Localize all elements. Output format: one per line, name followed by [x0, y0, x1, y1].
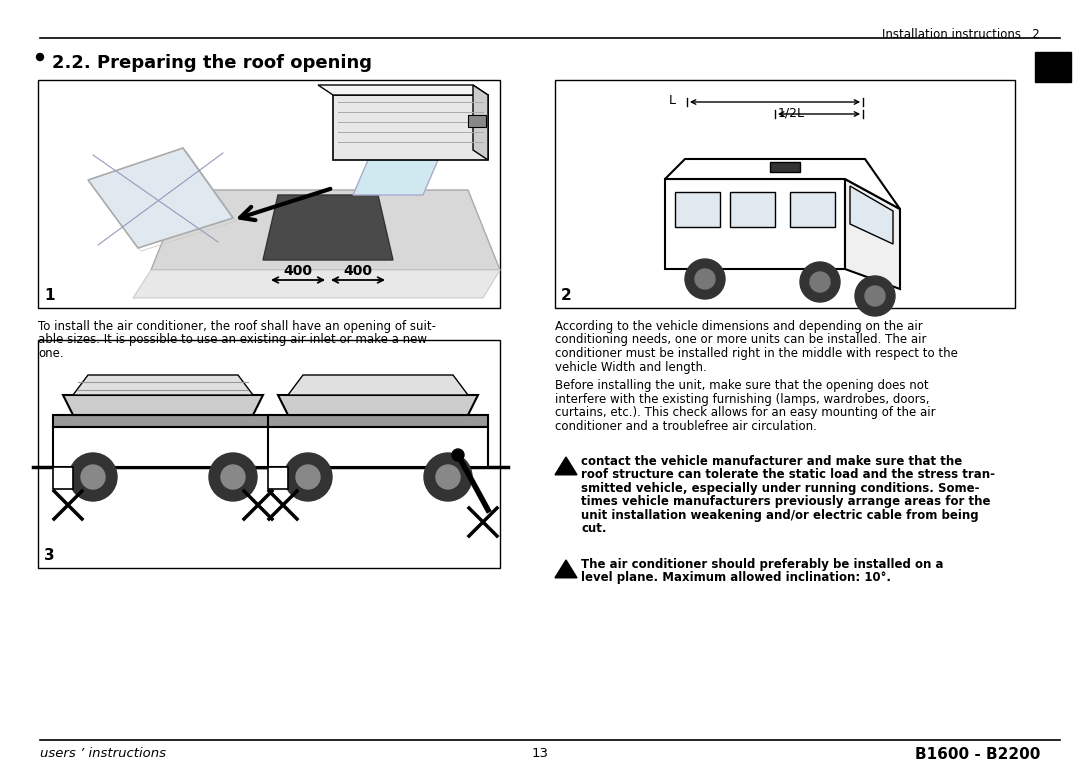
Text: The air conditioner should preferably be installed on a: The air conditioner should preferably be… [581, 558, 944, 571]
Text: conditioner and a troublefree air circulation.: conditioner and a troublefree air circul… [555, 419, 816, 432]
Polygon shape [288, 375, 468, 395]
Polygon shape [770, 162, 800, 172]
Text: According to the vehicle dimensions and depending on the air: According to the vehicle dimensions and … [555, 320, 922, 333]
Polygon shape [555, 560, 577, 578]
Circle shape [37, 53, 43, 60]
Circle shape [81, 465, 105, 489]
Circle shape [424, 453, 472, 501]
Polygon shape [318, 85, 488, 95]
Polygon shape [73, 375, 253, 395]
Bar [555, 80, 1015, 308]
Polygon shape [665, 179, 845, 269]
Text: Installation instructions   2: Installation instructions 2 [882, 28, 1040, 41]
Text: B1600 - B2200: B1600 - B2200 [915, 747, 1040, 762]
Text: users ’ instructions: users ’ instructions [40, 747, 166, 760]
Circle shape [685, 259, 725, 299]
Text: interfere with the existing furnishing (lamps, wardrobes, doors,: interfere with the existing furnishing (… [555, 393, 930, 406]
Bar [38, 340, 500, 568]
Circle shape [865, 286, 885, 306]
Circle shape [800, 262, 840, 302]
Polygon shape [665, 159, 900, 209]
Text: curtains, etc.). This check allows for an easy mounting of the air: curtains, etc.). This check allows for a… [555, 406, 935, 419]
Circle shape [296, 465, 320, 489]
Polygon shape [264, 195, 393, 260]
Text: unit installation weakening and/or electric cable from being: unit installation weakening and/or elect… [581, 509, 978, 522]
Polygon shape [473, 85, 488, 160]
Bar [675, 192, 720, 227]
Text: Before installing the unit, make sure that the opening does not: Before installing the unit, make sure th… [555, 379, 929, 392]
Text: level plane. Maximum allowed inclination: 10°.: level plane. Maximum allowed inclination… [581, 572, 891, 584]
Polygon shape [555, 457, 577, 475]
Polygon shape [278, 395, 478, 415]
Text: !: ! [564, 465, 568, 475]
Text: conditioner must be installed right in the middle with respect to the: conditioner must be installed right in t… [555, 347, 958, 360]
Polygon shape [845, 179, 900, 289]
Circle shape [210, 453, 257, 501]
Bar [53, 427, 273, 467]
Text: 13: 13 [531, 747, 549, 760]
Bar [268, 427, 488, 467]
Text: vehicle Width and length.: vehicle Width and length. [555, 361, 706, 374]
Polygon shape [353, 160, 438, 195]
Circle shape [221, 465, 245, 489]
Bar [789, 192, 835, 227]
Text: !: ! [564, 567, 568, 577]
Polygon shape [151, 190, 500, 270]
Polygon shape [87, 148, 233, 248]
Text: To install the air conditioner, the roof shall have an opening of suit-: To install the air conditioner, the roof… [38, 320, 436, 333]
Bar [730, 192, 775, 227]
Circle shape [284, 453, 332, 501]
Text: cut.: cut. [581, 522, 607, 536]
Polygon shape [63, 395, 264, 415]
Text: contact the vehicle manufacturer and make sure that the: contact the vehicle manufacturer and mak… [581, 455, 962, 468]
Circle shape [69, 453, 117, 501]
Polygon shape [133, 270, 500, 298]
Bar [268, 415, 488, 427]
Polygon shape [850, 186, 893, 244]
Text: 2: 2 [561, 288, 571, 303]
Text: 2.2. Preparing the roof opening: 2.2. Preparing the roof opening [52, 54, 372, 72]
Text: 400: 400 [343, 264, 373, 278]
Text: one.: one. [38, 347, 64, 360]
Circle shape [436, 465, 460, 489]
Text: able sizes. It is possible to use an existing air inlet or make a new: able sizes. It is possible to use an exi… [38, 333, 427, 346]
Bar [268, 467, 288, 489]
Bar [38, 80, 500, 308]
Circle shape [855, 276, 895, 316]
Text: 3: 3 [44, 548, 55, 563]
Circle shape [810, 272, 831, 292]
Text: 1/2L: 1/2L [778, 106, 805, 120]
Text: L: L [669, 95, 676, 107]
Text: smitted vehicle, especially under running conditions. Some-: smitted vehicle, especially under runnin… [581, 482, 980, 495]
Text: GB: GB [1039, 58, 1067, 76]
Polygon shape [333, 95, 488, 160]
Text: conditioning needs, one or more units can be installed. The air: conditioning needs, one or more units ca… [555, 333, 927, 346]
Bar [53, 467, 73, 489]
FancyBboxPatch shape [1035, 52, 1071, 82]
Text: times vehicle manufacturers previously arrange areas for the: times vehicle manufacturers previously a… [581, 496, 990, 508]
Text: 1: 1 [44, 288, 54, 303]
Circle shape [453, 449, 464, 461]
Text: roof structure can tolerate the static load and the stress tran-: roof structure can tolerate the static l… [581, 468, 995, 482]
Circle shape [696, 269, 715, 289]
Text: 400: 400 [283, 264, 312, 278]
Bar [53, 415, 273, 427]
Bar [468, 115, 486, 127]
